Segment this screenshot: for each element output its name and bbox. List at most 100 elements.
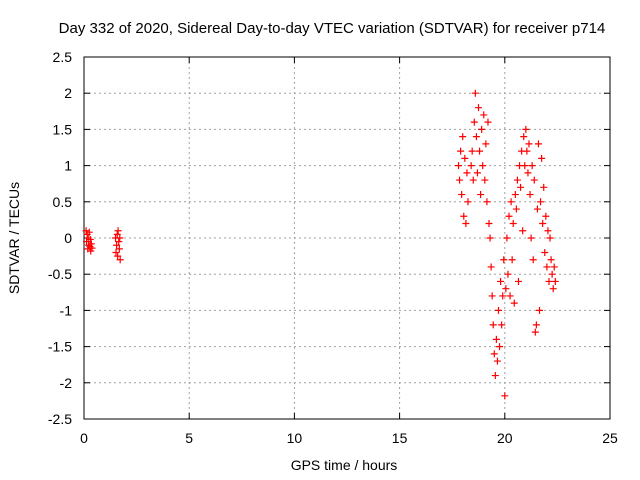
data-point-marker [463,169,471,177]
data-point-marker [476,147,484,155]
data-point-marker [521,162,529,170]
data-point-marker [533,205,541,213]
data-point-marker [114,252,122,260]
data-point-marker [538,154,546,162]
data-point-marker [86,235,94,243]
y-axis-label: SDTVAR / TECUs [6,182,22,294]
data-point-marker [494,306,502,314]
data-point-marker [492,335,500,343]
y-tick-label: -1 [60,302,73,318]
data-point-marker [544,227,552,235]
data-point-marker [469,176,477,184]
data-point-marker [457,147,465,155]
data-point-marker [501,392,509,400]
data-point-marker [510,299,518,307]
data-point-marker [545,277,553,285]
x-tick-label: 5 [185,430,193,446]
data-point-marker [497,277,505,285]
x-tick-label: 25 [602,430,618,446]
data-point-marker [537,198,545,206]
data-point-marker [506,292,514,300]
data-point-marker [549,285,557,293]
data-point-marker [88,244,96,252]
data-point-marker [532,321,540,329]
data-point-marker [456,176,464,184]
data-point-marker [500,256,508,264]
data-point-marker [485,220,493,228]
data-point-marker [527,234,535,242]
data-point-marker [116,234,124,242]
data-point-marker [471,89,479,97]
data-point-marker [496,343,504,351]
data-point-marker [524,169,532,177]
data-point-marker [473,169,481,177]
data-point-marker [489,321,497,329]
data-point-marker [540,183,548,191]
data-point-marker [543,263,551,271]
data-point-marker [83,238,91,246]
x-axis-label: GPS time / hours [291,457,398,473]
data-point-marker [525,140,533,148]
data-point-marker [547,256,555,264]
y-tick-label: 0.5 [53,194,73,210]
data-point-marker [115,238,123,246]
data-point-marker [541,248,549,256]
data-point-marker [526,191,534,199]
data-point-marker [87,240,95,248]
data-point-marker [522,125,530,133]
data-point-marker [468,147,476,155]
data-point-marker [507,198,515,206]
data-point-marker [115,245,123,253]
data-point-marker [528,162,536,170]
data-point-marker [502,285,510,293]
y-tick-label: 1 [64,158,72,174]
data-point-marker [462,220,470,228]
y-tick-label: 0 [64,230,72,246]
data-point-marker [551,277,559,285]
data-point-marker [82,227,90,235]
y-tick-label: 1.5 [53,121,73,137]
data-point-marker [482,140,490,148]
data-point-marker [487,263,495,271]
data-point-marker [470,118,478,126]
data-point-marker [85,228,93,236]
data-point-marker [519,227,527,235]
data-point-marker [520,133,528,141]
data-point-marker [550,263,558,271]
data-point-marker [477,191,485,199]
data-point-marker [480,111,488,119]
data-point-marker [116,256,124,264]
data-point-marker [114,227,122,235]
data-point-marker [511,191,519,199]
data-point-marker [467,162,475,170]
data-point-marker [514,277,522,285]
data-point-marker [493,357,501,365]
data-point-marker [472,133,480,141]
x-tick-label: 0 [80,430,88,446]
data-point-marker [546,234,554,242]
data-point-marker [513,176,521,184]
data-points [82,89,559,400]
x-tick-label: 15 [392,430,408,446]
data-point-marker [548,270,556,278]
data-point-marker [508,256,516,264]
data-point-marker [503,234,511,242]
data-point-marker [542,212,550,220]
data-point-marker [479,162,487,170]
x-tick-label: 10 [287,430,303,446]
data-point-marker [458,191,466,199]
data-point-marker [536,306,544,314]
data-point-marker [523,147,531,155]
data-point-marker [478,125,486,133]
data-point-marker [498,321,506,329]
data-point-marker [491,372,499,380]
data-point-marker [113,230,121,238]
data-point-marker [530,176,538,184]
x-tick-label: 20 [497,430,513,446]
data-point-marker [529,256,537,264]
data-point-marker [461,154,469,162]
data-point-marker [517,183,525,191]
chart-title: Day 332 of 2020, Sidereal Day-to-day VTE… [59,20,606,37]
data-point-marker [534,140,542,148]
